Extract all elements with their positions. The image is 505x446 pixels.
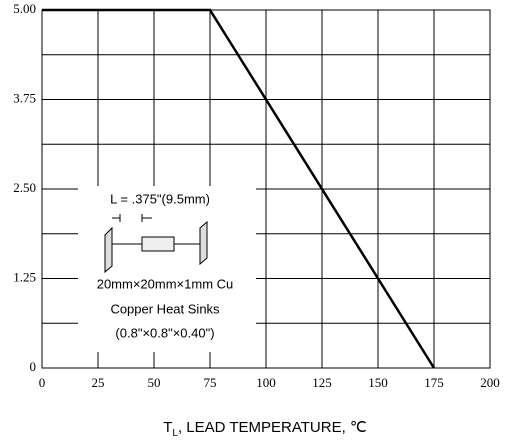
x-tick-label: 125 bbox=[312, 375, 332, 390]
annotation-text: 20mm×20mm×1mm Cu bbox=[97, 276, 234, 291]
y-tick-label: 1.25 bbox=[13, 269, 36, 284]
annotation-text: (0.8"×0.8"×0.40") bbox=[115, 325, 214, 340]
x-tick-label: 0 bbox=[39, 375, 46, 390]
x-tick-label: 100 bbox=[256, 375, 276, 390]
x-tick-label: 75 bbox=[204, 375, 217, 390]
y-tick-label: 3.75 bbox=[13, 90, 36, 105]
annotation-text: L = .375"(9.5mm) bbox=[110, 191, 210, 206]
y-tick-label: 2.50 bbox=[13, 180, 36, 195]
x-axis-label-main: T bbox=[163, 419, 172, 436]
x-axis-label-rest: , LEAD TEMPERATURE, ℃ bbox=[178, 419, 367, 436]
x-tick-label: 200 bbox=[480, 375, 500, 390]
y-tick-label: 0 bbox=[30, 359, 37, 374]
x-tick-label: 150 bbox=[368, 375, 388, 390]
x-tick-label: 25 bbox=[92, 375, 105, 390]
x-axis-label: TL, LEAD TEMPERATURE, ℃ bbox=[163, 419, 367, 439]
annotation-text: Copper Heat Sinks bbox=[110, 301, 220, 316]
x-tick-label: 50 bbox=[148, 375, 161, 390]
x-tick-label: 175 bbox=[424, 375, 444, 390]
chart: L = .375"(9.5mm) 20mm×20mm×1mm Cu Copper… bbox=[0, 0, 505, 446]
y-tick-label: 5.00 bbox=[13, 1, 36, 16]
